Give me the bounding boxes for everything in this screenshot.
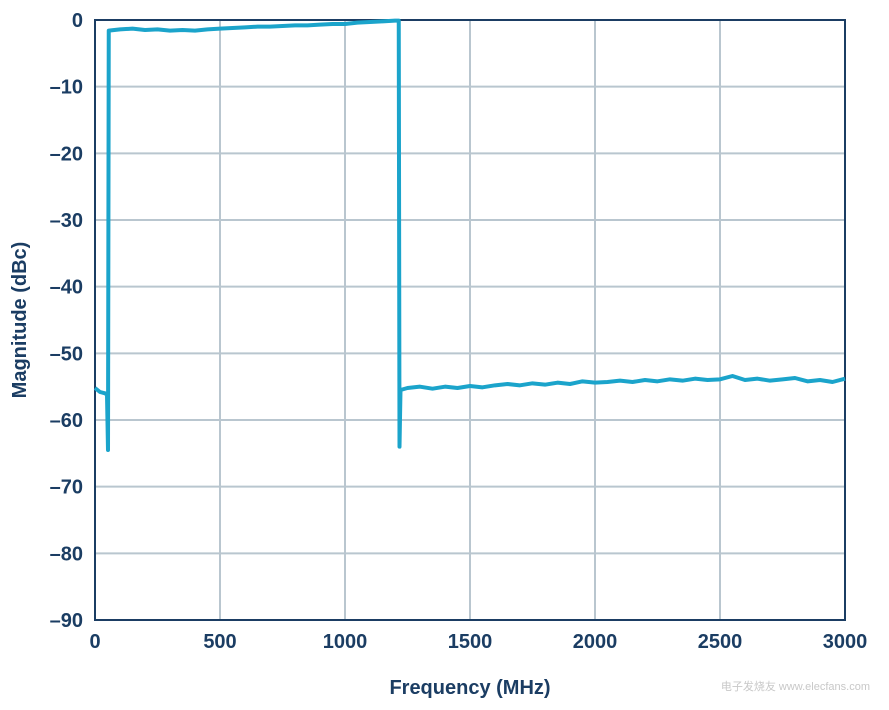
x-tick-label: 1000 bbox=[323, 631, 368, 653]
x-tick-label: 3000 bbox=[823, 631, 868, 653]
x-axis-label: Frequency (MHz) bbox=[389, 677, 550, 699]
plot-frame bbox=[94, 19, 846, 621]
y-tick-label: 0 bbox=[72, 10, 83, 32]
y-tick-label: –80 bbox=[50, 543, 83, 565]
y-tick-label: –30 bbox=[50, 210, 83, 232]
y-tick-label: –70 bbox=[50, 477, 83, 499]
y-tick-label: –60 bbox=[50, 410, 83, 432]
x-tick-label: 0 bbox=[89, 631, 100, 653]
y-tick-label: –90 bbox=[50, 610, 83, 632]
y-tick-label: –40 bbox=[50, 277, 83, 299]
x-tick-label: 2500 bbox=[698, 631, 743, 653]
y-tick-label: –50 bbox=[50, 343, 83, 365]
x-tick-label: 2000 bbox=[573, 631, 618, 653]
x-tick-label: 1500 bbox=[448, 631, 493, 653]
y-axis-label: Magnitude (dBc) bbox=[9, 242, 31, 399]
y-tick-label: –20 bbox=[50, 143, 83, 165]
data-line bbox=[93, 18, 846, 452]
y-tick-label: –10 bbox=[50, 77, 83, 99]
x-tick-label: 500 bbox=[203, 631, 236, 653]
watermark: 电子发烧友 www.elecfans.com bbox=[721, 679, 870, 693]
